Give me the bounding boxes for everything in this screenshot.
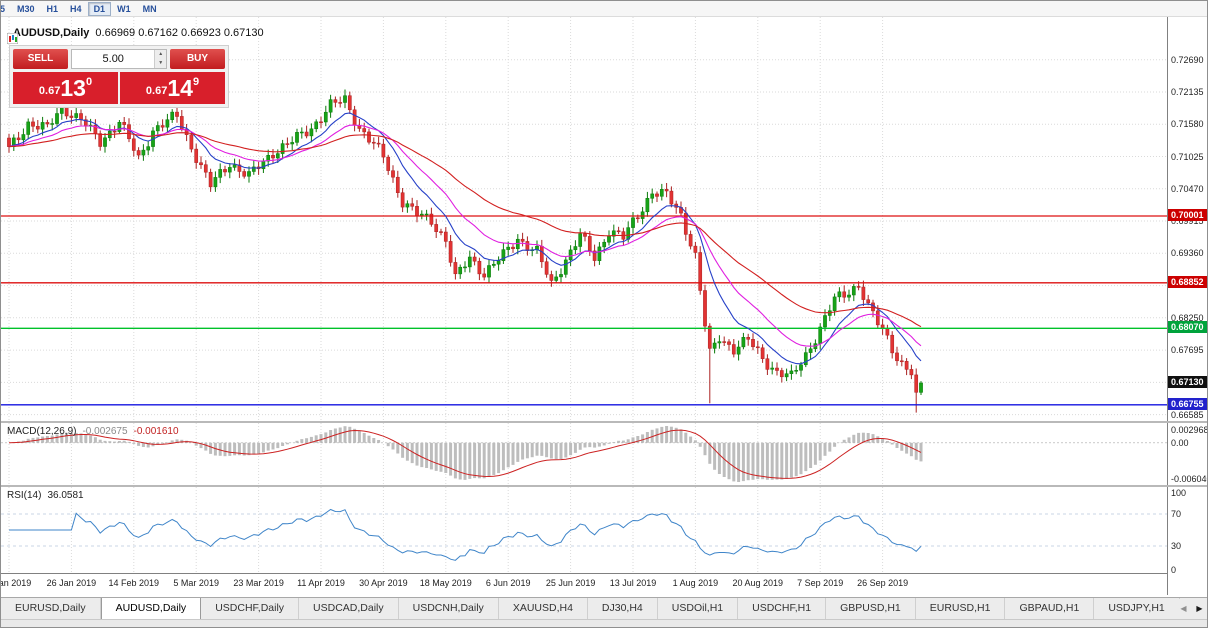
rsi-grid [1,487,1167,573]
price-axis[interactable] [1167,17,1207,595]
volume-stepper: ▲ ▼ [154,50,166,68]
chart-tab-usdcnh-daily[interactable]: USDCNH,Daily [398,598,499,619]
volume-up-button[interactable]: ▲ [155,50,166,59]
panel-splitter[interactable] [1,485,1207,487]
date-axis-label: 23 Mar 2019 [233,578,284,588]
macd-signal-line [8,429,922,479]
buy-button[interactable]: BUY [170,49,225,69]
timeframe-button-h1[interactable]: H1 [46,3,59,14]
date-axis-label: 6 Jun 2019 [485,578,531,588]
date-axis-label: 8 Jan 2019 [1,578,32,588]
timeframe-button-d1[interactable]: D1 [87,1,112,16]
sell-price[interactable]: 0.67 13 0 [13,72,118,104]
chart-tab-gbpusd-h1[interactable]: GBPUSD,H1 [826,598,916,619]
chart-tab-usdchf-h1[interactable]: USDCHF,H1 [738,598,827,619]
rsi-indicator-canvas[interactable] [1,487,1167,573]
sell-price-prefix: 0.67 [38,85,61,97]
date-axis-label: 26 Jan 2019 [46,578,97,588]
candlestick-series [7,89,923,413]
panel-splitter[interactable] [1,421,1207,423]
macd-label: MACD(12,26,9) -0.002675 -0.001610 [7,426,179,437]
buy-price[interactable]: 0.67 14 9 [120,72,225,104]
date-axis-label: 1 Aug 2019 [672,578,719,588]
timeframe-button-mn[interactable]: MN [142,3,157,14]
date-axis-label: 18 May 2019 [419,578,472,588]
rsi-label: RSI(14) 36.0581 [7,490,84,501]
chart-window: 8 Jan 2019 26 Jan 2019 14 Feb 2019 5 Mar 20… [1,17,1207,597]
chart-tab-audusd-daily[interactable]: AUDUSD,Daily [100,598,202,619]
timeframe-button-h4[interactable]: H4 [70,3,82,14]
chart-tab-xauusd-h4[interactable]: XAUUSD,H4 [498,598,588,619]
volume-down-button[interactable]: ▼ [155,59,166,68]
status-bar [1,619,1207,627]
chart-tab-bar: EURUSD,Daily AUDUSD,Daily USDCHF,Daily USDC… [1,597,1207,619]
timeframe-button-m30[interactable]: M30 [17,3,35,14]
horizontal-level-lines[interactable] [1,215,1167,406]
chart-tab-usdjpy-h1[interactable]: USDJPY,H1 [1094,598,1180,619]
chart-tab-usdoil-h1[interactable]: USDOil,H1 [657,598,739,619]
volume-field: ▲ ▼ [71,49,167,69]
timeframe-button-w1[interactable]: W1 [117,3,131,14]
rsi-value: 36.0581 [47,490,84,501]
chart-tabs: EURUSD,Daily AUDUSD,Daily USDCHF,Daily USDC… [1,598,1207,619]
chart-tab-eurusd-h1[interactable]: EURUSD,H1 [915,598,1006,619]
macd-main-value: -0.002675 [82,426,128,437]
tab-scroll-arrows: ◀ ▶ [1174,599,1207,619]
sell-price-big-digits: 13 [60,75,86,101]
sell-button[interactable]: SELL [13,49,68,69]
date-axis-label: 7 Sep 2019 [797,578,844,588]
volume-input[interactable] [72,50,155,68]
timeframe-toolbar: 5 M30 H1 H4 D1 W1 MN [1,1,1207,17]
timeframe-button-5[interactable]: 5 [1,2,11,16]
date-axis-label: 25 Jun 2019 [545,578,596,588]
macd-name: MACD(12,26,9) [7,426,77,437]
rsi-name: RSI(14) [7,490,42,501]
date-axis-label: 14 Feb 2019 [108,578,160,588]
chart-ohlc-values: 0.66969 0.67162 0.66923 0.67130 [95,27,264,39]
time-axis[interactable]: 8 Jan 2019 26 Jan 2019 14 Feb 2019 5 Mar 20… [1,573,1167,595]
sell-price-pip-digit: 0 [85,76,93,88]
buy-price-pip-digit: 9 [192,76,200,88]
tabs-scroll-right-button[interactable]: ▶ [1196,604,1203,613]
chart-grid [1,17,1167,421]
chart-title: AUDUSD,Daily 0.66969 0.67162 0.66923 0.6… [7,27,264,44]
date-axis-label: 20 Aug 2019 [732,578,784,588]
macd-histogram [12,426,923,482]
date-axis-label: 30 Apr 2019 [359,578,408,588]
rsi-line [9,508,922,561]
date-axis-label: 5 Mar 2019 [173,578,219,588]
one-click-trading-widget: SELL ▲ ▼ BUY 0.67 13 0 0.67 [9,45,229,108]
chart-tab-eurusd-daily[interactable]: EURUSD,Daily [1,598,101,619]
chart-tab-dj30-h4[interactable]: DJ30,H4 [587,598,658,619]
chart-tab-usdcad-daily[interactable]: USDCAD,Daily [299,598,399,619]
date-axis-label: 11 Apr 2019 [297,578,345,588]
chart-symbol-period: AUDUSD,Daily [13,27,90,39]
tabs-scroll-left-button[interactable]: ◀ [1180,604,1187,613]
date-axis-label: 26 Sep 2019 [857,578,909,588]
buy-price-prefix: 0.67 [145,85,168,97]
buy-price-big-digits: 14 [167,75,193,101]
macd-indicator-canvas[interactable] [1,423,1167,485]
chart-tab-gbpaud-h1[interactable]: GBPAUD,H1 [1005,598,1095,619]
macd-signal-value: -0.001610 [133,426,179,437]
chart-tab-usdchf-daily[interactable]: USDCHF,Daily [201,598,300,619]
date-axis-label: 13 Jul 2019 [609,578,657,588]
moving-average-lines [8,112,922,365]
